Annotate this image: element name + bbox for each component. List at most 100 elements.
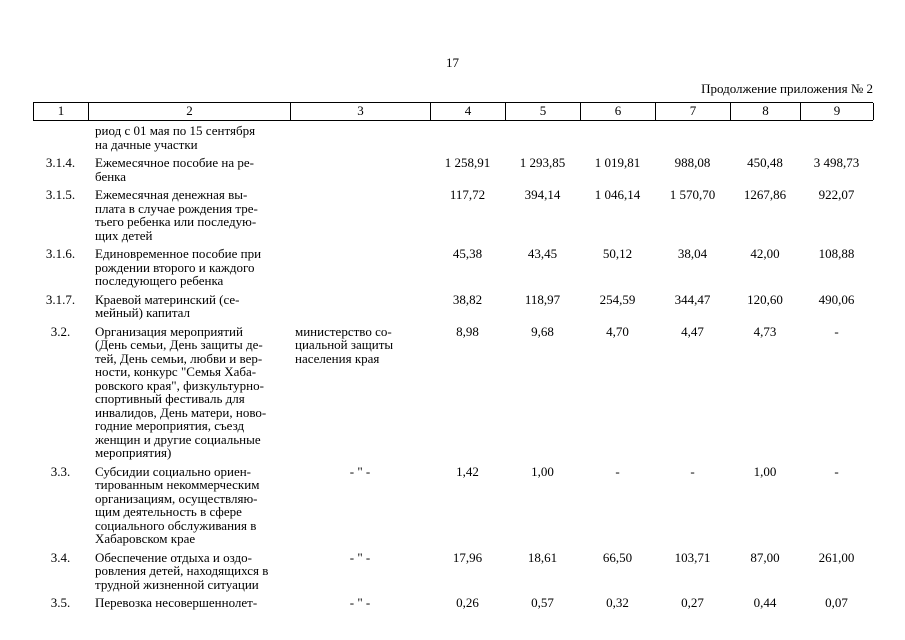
table-row: риод с 01 мая по 15 сентября на дачные у… — [33, 124, 873, 151]
cell-value-6 — [580, 124, 655, 151]
cell-value-8: 450,48 — [747, 155, 783, 170]
cell-value-7 — [655, 124, 730, 151]
cell-value-7: 103,71 — [674, 549, 711, 565]
cell-description: Перевозка несовершеннолет- — [95, 595, 258, 610]
cell-value-8: 4,73 — [753, 323, 777, 339]
cell-value-8: 120,60 — [747, 291, 783, 307]
column-number-header-5: 5 — [506, 103, 581, 120]
cell-value-5: 1,00 — [531, 463, 554, 479]
cell-row-number: 3.1.4. — [45, 155, 76, 170]
table-row: 3.4. Обеспечение отдыха и оздо- ровления … — [33, 549, 873, 592]
cell-value-9: 261,00 — [818, 549, 855, 565]
cell-value-4: 1 258,91 — [444, 155, 491, 170]
table-row: 3.1.5. Ежемесячная денежная вы- плата в с… — [33, 188, 873, 242]
cell-value-9: 0,07 — [825, 595, 848, 610]
cell-value-4: 38,82 — [452, 291, 483, 307]
cell-value-5: 18,61 — [527, 549, 558, 565]
cell-description: Ежемесячная денежная вы- плата в случае … — [95, 187, 258, 243]
cell-value-7: 988,08 — [674, 155, 711, 170]
column-number-header-8: 8 — [731, 103, 801, 120]
cell-value-5: 394,14 — [524, 187, 561, 202]
cell-value-5: 0,57 — [531, 595, 554, 610]
table-row: 3.1.7. Краевой материнский (се- мейный) к… — [33, 291, 873, 320]
cell-executor: - " - — [349, 463, 371, 479]
cell-description: Краевой материнский (се- мейный) капитал — [95, 291, 240, 320]
cell-value-7: 1 570,70 — [669, 187, 716, 202]
cell-value-6: 4,70 — [606, 323, 629, 339]
column-number-header-9: 9 — [801, 103, 874, 120]
table-row: 3.2. Организация мероприятий (День семьи,… — [33, 323, 873, 460]
cell-executor — [290, 188, 430, 242]
cell-value-9: 490,06 — [818, 291, 855, 307]
column-number-header-4: 4 — [431, 103, 506, 120]
cell-row-number: 3.3. — [50, 463, 71, 479]
table-body: риод с 01 мая по 15 сентября на дачные у… — [33, 121, 873, 610]
cell-executor — [290, 293, 430, 320]
cell-value-9: 3 498,73 — [813, 155, 860, 170]
cell-value-8: 87,00 — [750, 549, 780, 565]
cell-value-7: - — [690, 463, 695, 479]
column-number-header-1: 1 — [34, 103, 89, 120]
cell-value-6: - — [615, 463, 620, 479]
cell-value-4: 45,38 — [452, 246, 483, 261]
cell-value-5: 1 293,85 — [519, 155, 566, 170]
table-row: 3.5. Перевозка несовершеннолет- - " - 0,26 0… — [33, 596, 873, 610]
cell-value-7: 344,47 — [674, 291, 711, 307]
cell-value-6: 50,12 — [602, 246, 633, 261]
cell-value-4: 0,26 — [456, 595, 479, 610]
appendix-note: Продолжение приложения № 2 — [701, 81, 873, 96]
cell-description: Организация мероприятий (День семьи, Ден… — [95, 323, 267, 460]
cell-row-number — [33, 124, 88, 151]
table-row: 3.1.4. Ежемесячное пособие на ре- бенка 1 … — [33, 156, 873, 183]
cell-value-8: 1,00 — [753, 463, 777, 479]
cell-row-number: 3.1.5. — [45, 187, 76, 202]
cell-value-6: 254,59 — [599, 291, 636, 307]
cell-value-9: - — [834, 323, 839, 339]
cell-description: Ежемесячное пособие на ре- бенка — [95, 155, 254, 184]
cell-value-9: 922,07 — [818, 187, 855, 202]
cell-executor — [290, 247, 430, 288]
cell-executor: - " - — [349, 549, 371, 565]
column-number-header-6: 6 — [581, 103, 656, 120]
cell-value-4 — [430, 124, 505, 151]
table-row: 3.3. Субсидии социально ориен- тированным… — [33, 463, 873, 546]
cell-value-6: 1 019,81 — [594, 155, 641, 170]
cell-executor — [290, 156, 430, 183]
cell-value-6: 0,32 — [606, 595, 629, 610]
cell-value-7: 0,27 — [681, 595, 704, 610]
cell-value-6: 1 046,14 — [594, 187, 641, 202]
table-row: 3.1.6. Единовременное пособие при рождени… — [33, 247, 873, 288]
column-number-header-7: 7 — [656, 103, 731, 120]
cell-executor — [290, 124, 430, 151]
cell-row-number: 3.1.7. — [45, 291, 76, 307]
cell-value-9: - — [834, 463, 839, 479]
cell-value-8: 0,44 — [753, 595, 777, 610]
cell-value-5 — [505, 124, 580, 151]
page-number: 17 — [446, 55, 459, 70]
cell-row-number: 3.5. — [50, 595, 71, 610]
cell-value-5: 9,68 — [531, 323, 554, 339]
cell-value-8 — [730, 124, 800, 151]
cell-value-6: 66,50 — [602, 549, 633, 565]
column-number-header-3: 3 — [291, 103, 431, 120]
cell-description: риод с 01 мая по 15 сентября на дачные у… — [95, 123, 256, 152]
cell-description: Субсидии социально ориен- тированным нек… — [95, 463, 260, 546]
cell-row-number: 3.4. — [50, 549, 71, 565]
cell-value-7: 4,47 — [681, 323, 704, 339]
cell-row-number: 3.1.6. — [45, 246, 76, 261]
cell-value-4: 117,72 — [449, 187, 486, 202]
cell-executor: министерство со- циальной защиты населен… — [295, 323, 394, 366]
cell-value-4: 17,96 — [452, 549, 483, 565]
cell-executor: - " - — [349, 595, 371, 610]
cell-value-8: 42,00 — [750, 246, 780, 261]
cell-row-number: 3.2. — [50, 323, 71, 339]
cell-description: Единовременное пособие при рождении втор… — [95, 246, 262, 288]
cell-value-8: 1267,86 — [743, 187, 787, 202]
cell-value-5: 43,45 — [527, 246, 558, 261]
cell-value-4: 1,42 — [456, 463, 479, 479]
cell-description: Обеспечение отдыха и оздо- ровления дете… — [95, 549, 269, 592]
cell-value-7: 38,04 — [677, 246, 708, 261]
cell-value-5: 118,97 — [524, 291, 561, 307]
